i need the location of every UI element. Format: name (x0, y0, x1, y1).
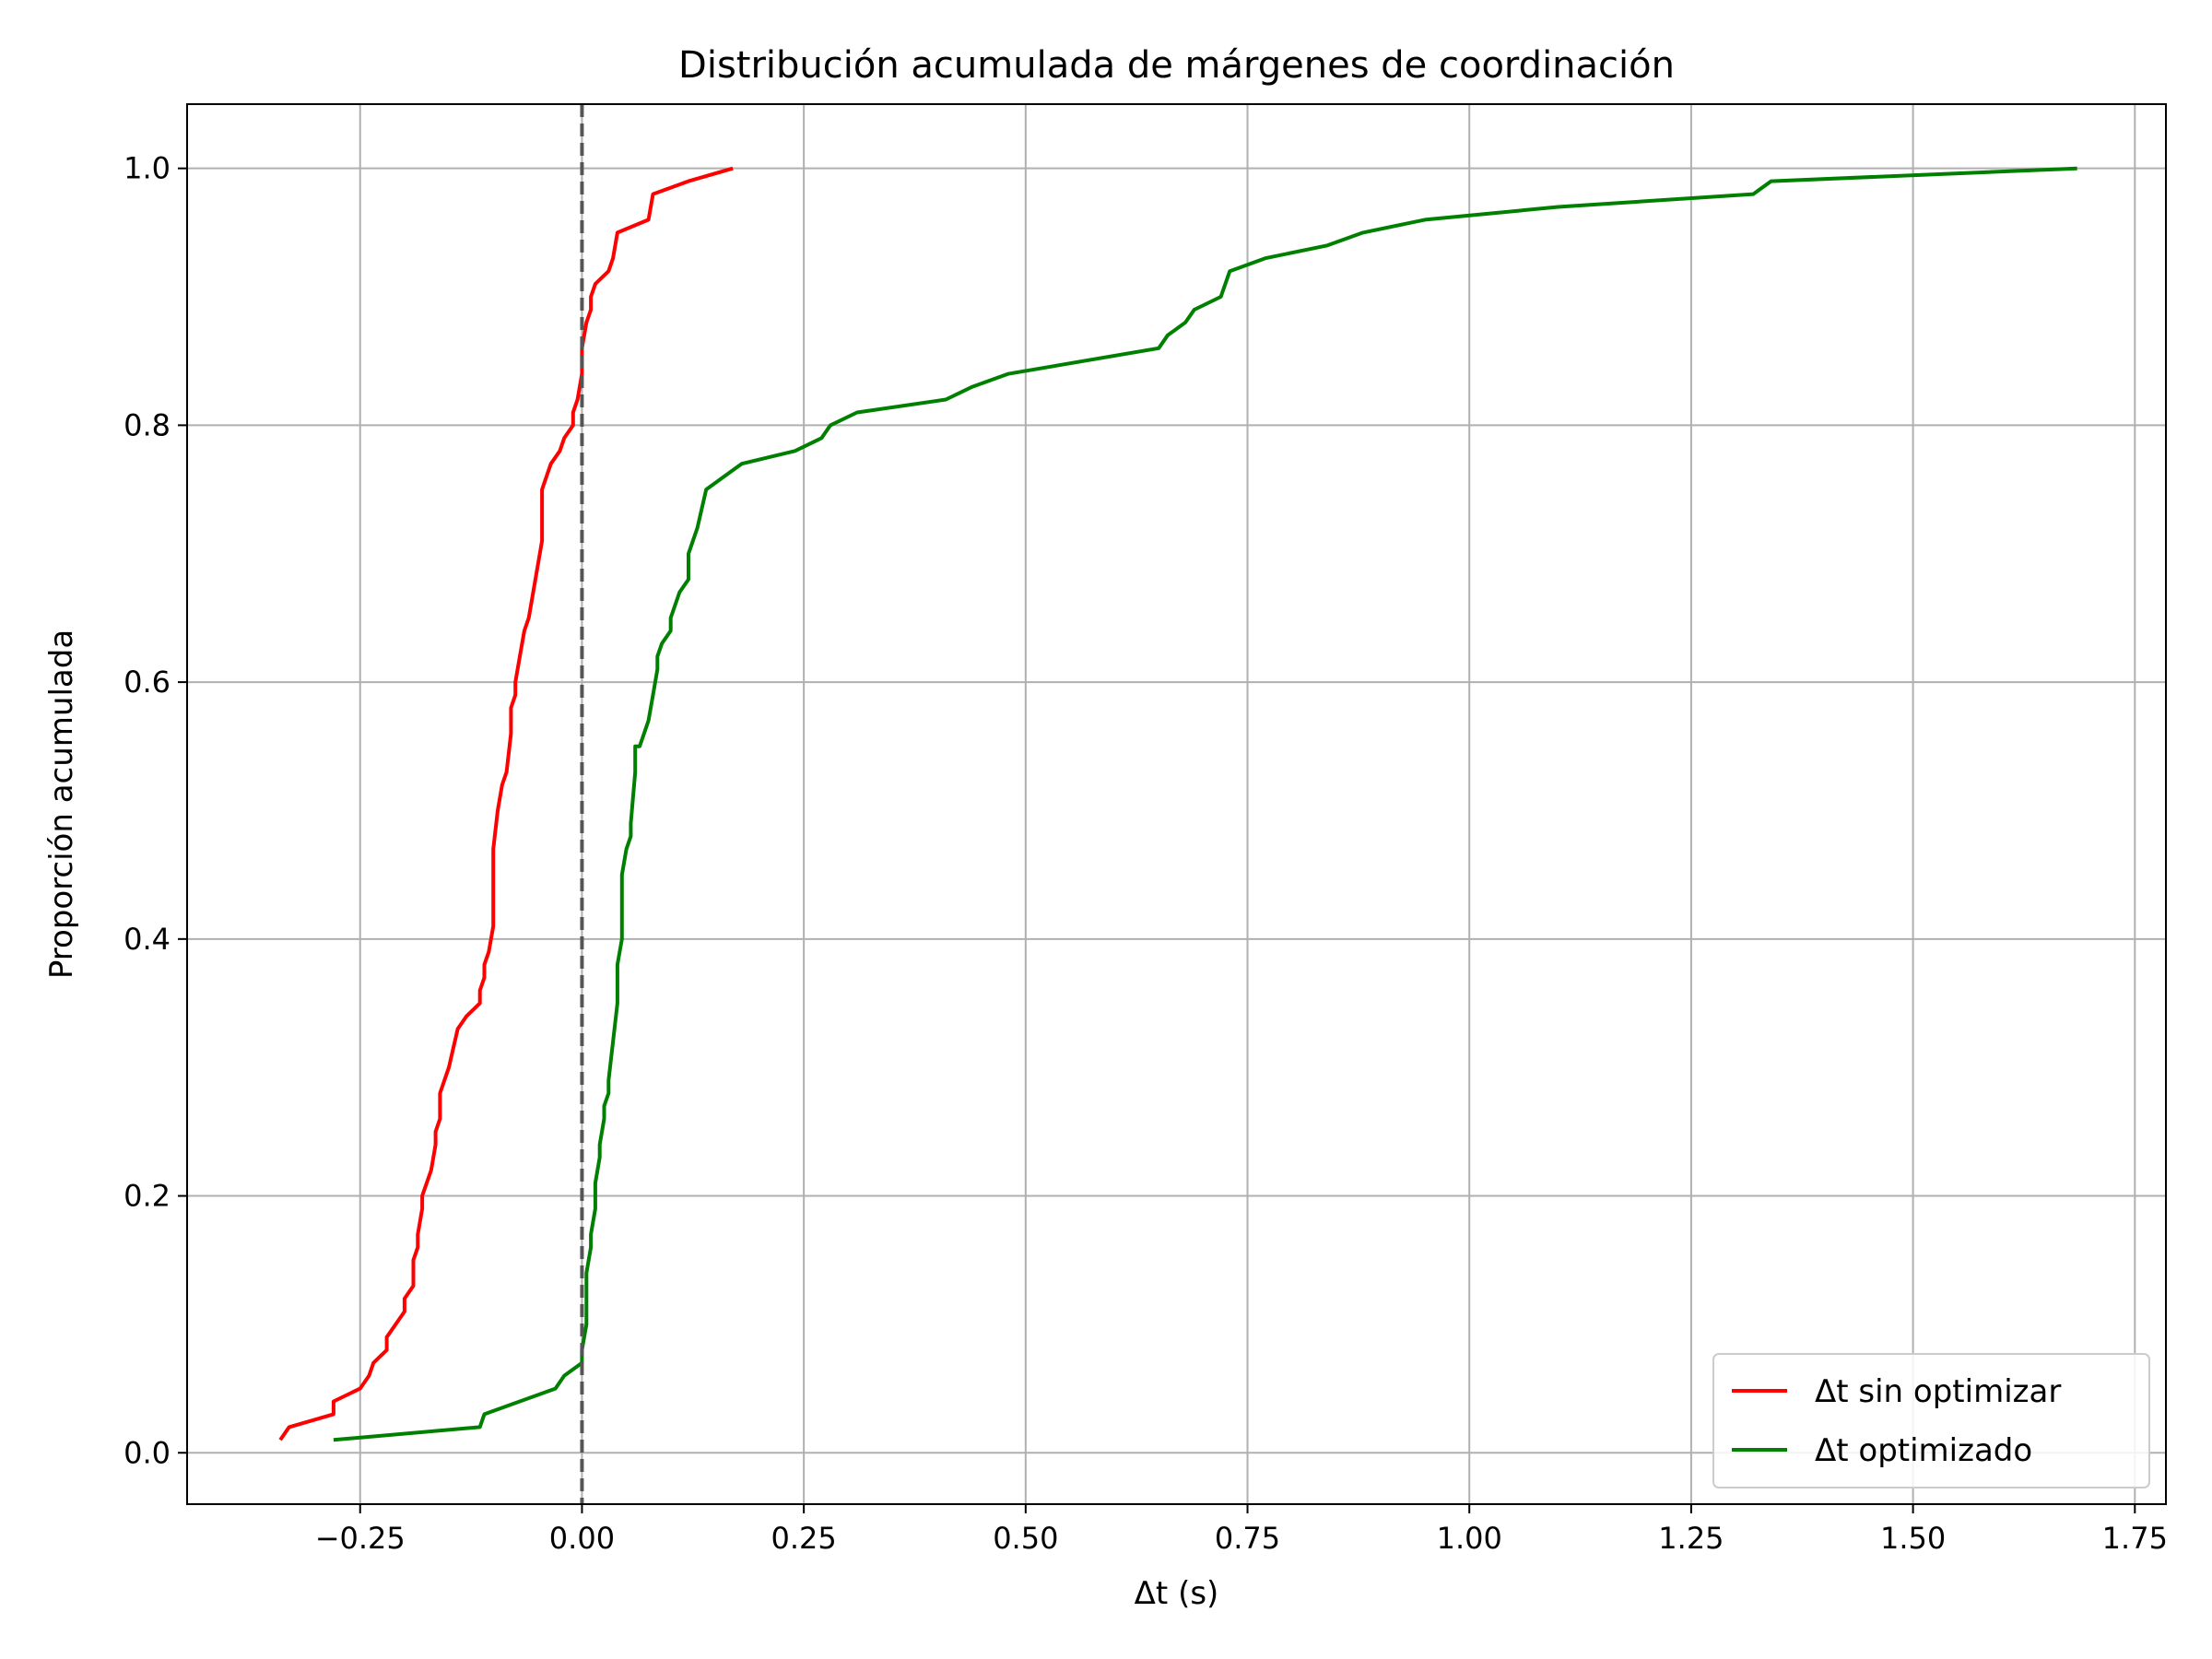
y-tick-label: 0.4 (124, 922, 171, 957)
y-tick-label: 0.0 (124, 1435, 171, 1470)
x-tick-label: 0.75 (1215, 1521, 1280, 1556)
chart-title: Distribución acumulada de márgenes de co… (678, 44, 1675, 87)
plot-frame (186, 103, 2167, 1505)
y-axis-label: Proporción acumulada (43, 629, 80, 979)
y-tick-label: 1.0 (124, 151, 171, 186)
y-tick-label: 0.2 (124, 1179, 171, 1214)
y-tick-label: 0.6 (124, 665, 171, 700)
x-tick-label: 0.00 (549, 1521, 615, 1556)
legend-label-1: Δt optimizado (1815, 1432, 2032, 1469)
series-line-1 (333, 166, 2077, 1442)
x-tick-label: 1.50 (1880, 1521, 1946, 1556)
x-axis-label: Δt (s) (1135, 1575, 1219, 1612)
legend: Δt sin optimizar Δt optimizado (1712, 1353, 2150, 1488)
x-tick-label: 1.25 (1658, 1521, 1724, 1556)
x-tick-label: 1.00 (1437, 1521, 1502, 1556)
x-tick-label: 1.75 (2102, 1521, 2168, 1556)
x-tick-label: 0.50 (993, 1521, 1058, 1556)
y-axis-ticks: 0.0 0.2 0.4 0.6 0.8 1.0 (124, 151, 187, 1470)
legend-label-0: Δt sin optimizar (1815, 1373, 2061, 1410)
y-tick-label: 0.8 (124, 407, 171, 442)
legend-box (1712, 1353, 2150, 1488)
x-axis-ticks: −0.25 0.00 0.25 0.50 0.75 1.00 1.25 1.50 1.75 (315, 1504, 2168, 1556)
x-tick-label: 0.25 (771, 1521, 837, 1556)
x-tick-label: −0.25 (315, 1521, 406, 1556)
